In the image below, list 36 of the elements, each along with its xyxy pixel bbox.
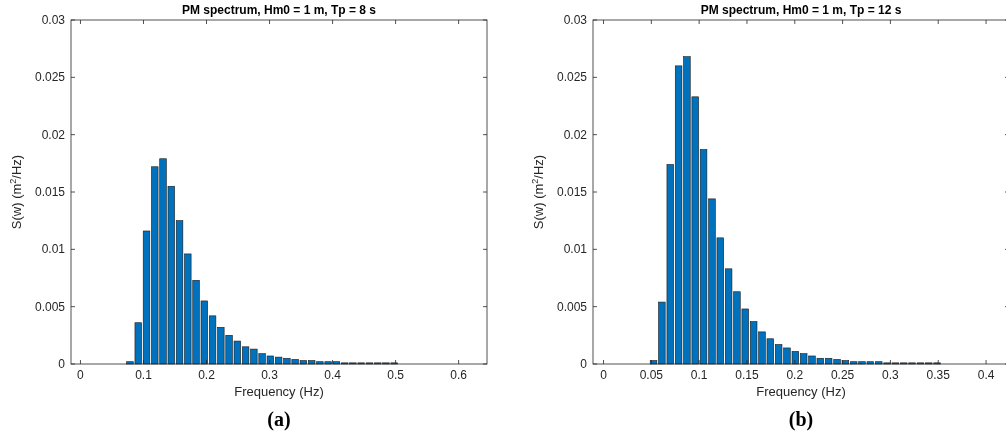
x-axis-title: Frequency (Hz) — [756, 384, 846, 399]
x-tick-label: 0.6 — [450, 368, 468, 382]
x-tick-label: 0.5 — [387, 368, 405, 382]
x-tick-label: 0.15 — [735, 368, 759, 382]
x-axis-title: Frequency (Hz) — [234, 384, 324, 399]
text: (a) — [267, 408, 291, 431]
y-tick-label: 0 — [580, 357, 588, 371]
x-tick-label: 0.2 — [786, 368, 804, 382]
y-tick-label: 0.005 — [556, 299, 588, 314]
x-tick-label: 0.2 — [198, 368, 216, 382]
x-tick-label: 0.4 — [324, 368, 342, 382]
y-tick-label: 0.03 — [563, 13, 588, 27]
y-tick-label: 0.025 — [34, 70, 66, 85]
y-tick-label: 0 — [58, 357, 66, 371]
x-tick-label: 0 — [600, 368, 608, 382]
y-tick-label: 0.025 — [556, 70, 588, 85]
chart-title: PM spectrum, Hm0 = 1 m, Tp = 8 s — [181, 3, 377, 17]
x-tick-label: 0.35 — [926, 368, 951, 382]
x-tick-label: 0.1 — [690, 368, 708, 382]
y-tick-label: 0.015 — [556, 185, 588, 199]
x-tick-label: 0.4 — [977, 368, 995, 382]
y-tick-label: 0.01 — [41, 242, 66, 257]
y-tick-label: 0.02 — [41, 127, 66, 142]
y-tick-label: 0.01 — [563, 242, 588, 257]
y-tick-label: 0.005 — [34, 299, 66, 314]
x-tick-label: 0.3 — [882, 368, 900, 382]
x-tick-label: 0.1 — [135, 368, 153, 382]
chart-title: PM spectrum, Hm0 = 1 m, Tp = 12 s — [700, 3, 902, 17]
x-tick-label: 0.05 — [639, 368, 664, 382]
y-tick-label: 0.015 — [34, 185, 66, 199]
y-tick-label: 0.02 — [563, 127, 588, 142]
y-tick-label: 0.03 — [41, 13, 66, 27]
x-tick-label: 0 — [77, 368, 85, 382]
x-tick-label: 0.3 — [261, 368, 279, 382]
x-tick-label: 0.25 — [830, 368, 855, 382]
text: (b) — [788, 408, 814, 431]
